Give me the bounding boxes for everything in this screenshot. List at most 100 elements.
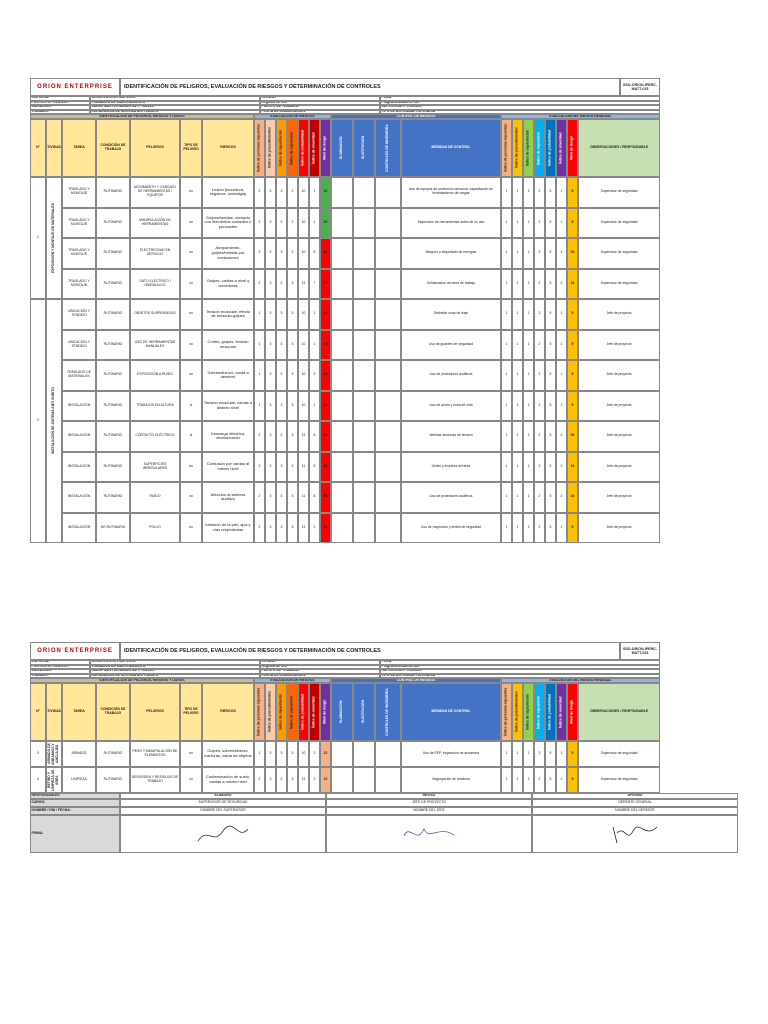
field: Programa Anual de SST (380, 100, 660, 105)
column-header: Índice de exposición (534, 119, 545, 177)
score: 10 (298, 360, 309, 391)
observations: Supervisor de seguridad (578, 177, 660, 208)
control (375, 421, 401, 452)
section-band: CONTROL DE RIESGOS (331, 114, 501, 119)
control (375, 482, 401, 513)
column-header: TIPO DE PELIGRO (180, 119, 202, 177)
cell-type: no (180, 512, 202, 543)
score: 10 (298, 390, 309, 421)
field: ORION ENTERPRISE S.A.C. (90, 660, 260, 665)
column-header: CONTROLES DE INGENIERÍA (375, 119, 401, 177)
score: 3 (265, 451, 276, 482)
score: 3 (276, 207, 287, 238)
column-header: Índice de severidad (309, 683, 320, 741)
residual-score: 10 (567, 451, 578, 482)
residual-score: 1 (556, 177, 567, 208)
control (353, 268, 375, 299)
score: 2 (254, 451, 265, 482)
residual-score: 1 (556, 207, 567, 238)
residual-score: 2 (534, 299, 545, 330)
residual-score: 1 (501, 512, 512, 543)
column-header: MEDIDAS DE CONTROL (401, 119, 501, 177)
cell-cond: RUTINARIO (96, 390, 130, 421)
field: TIPO DE ACTIVIDAD: RUTINARIA (380, 673, 660, 678)
measures: Segregación de residuos (401, 767, 501, 793)
cell-danger: CONTACTO ELÉCTRICO (130, 421, 180, 452)
field: UBICACIÓN: (30, 105, 90, 110)
control (331, 329, 353, 360)
residual-score: 2 (534, 451, 545, 482)
score: 2 (309, 767, 320, 793)
score: 2 (254, 421, 265, 452)
column-header: OBSERVACIONES / RESPONSABLE (578, 683, 660, 741)
column-header: Índice de capacitación (276, 683, 287, 741)
score: 3 (265, 207, 276, 238)
control (375, 299, 401, 330)
cell-cond: RUTINARIO (96, 207, 130, 238)
observations: Supervisor de seguridad (578, 741, 660, 767)
residual-score: 1 (501, 268, 512, 299)
section-band: EVALUACIÓN DEL RIESGO RESIDUAL (501, 114, 660, 119)
score: 11 (298, 268, 309, 299)
score: 20 (320, 360, 331, 391)
residual-score: 5 (545, 767, 556, 793)
score: 2 (287, 177, 298, 208)
residual-score: 1 (523, 268, 534, 299)
column-header: TAREA (62, 119, 96, 177)
residual-score: 1 (556, 741, 567, 767)
score: 3 (276, 421, 287, 452)
signature-cell: REVISÓ (326, 793, 532, 799)
field: INSTALACIÓN DE SISTEMA ANTI SUBITO (90, 109, 260, 114)
residual-score: 2 (534, 741, 545, 767)
residual-score: 1 (556, 329, 567, 360)
residual-score: 1 (556, 360, 567, 391)
signature-cell: JEFE DE PROYECTO (326, 799, 532, 807)
score: 8 (309, 482, 320, 513)
logo: ORION ENTERPRISE (30, 642, 120, 660)
column-header: Índice de probabilidad (545, 683, 556, 741)
score: 1 (309, 329, 320, 360)
control (353, 299, 375, 330)
cell-task: INSTALACIÓN (62, 390, 96, 421)
column-header: Índice de procedimientos (265, 683, 276, 741)
cell-risk: Sobreesfuerzo, caída a desnivel (202, 360, 254, 391)
cell-task: TRASLADO Y MONTAJE (62, 177, 96, 208)
cell-task: TRASLADO Y MONTAJE (62, 238, 96, 269)
control (353, 767, 375, 793)
score: 3 (276, 268, 287, 299)
residual-score: 1 (512, 360, 523, 391)
control (375, 360, 401, 391)
observations: Jefe de proyecto (578, 421, 660, 452)
cell-task: ARMADO (62, 741, 96, 767)
score: 3 (276, 329, 287, 360)
residual-score: 1 (501, 451, 512, 482)
column-header: RIESGOS (202, 683, 254, 741)
cell-cond: RUTINARIO (96, 299, 130, 330)
control (375, 512, 401, 543)
cell-danger: PESO Y MANIPULACIÓN DE ELEMENTOS (130, 741, 180, 767)
residual-score: 1 (556, 390, 567, 421)
observations: Supervisor de seguridad (578, 268, 660, 299)
section-band: EVALUACIÓN DEL RIESGO RESIDUAL (501, 678, 660, 683)
activity: INSTALACIÓN DE SISTEMA ANTI SUBITO (46, 299, 62, 543)
field: Registro de SST (260, 100, 380, 105)
cell-risk: Cortes, golpes, tensión muscular (202, 329, 254, 360)
cell-risk: Tensión muscular, caídas a distinto nive… (202, 390, 254, 421)
signature-cell: NOMBRE DEL JEFE (326, 807, 532, 815)
residual-score: 5 (545, 207, 556, 238)
residual-score: 2 (534, 482, 545, 513)
column-header: Índice de exposición (287, 119, 298, 177)
residual-score: 1 (512, 329, 523, 360)
column-header: Índice de procedimientos (265, 119, 276, 177)
residual-score: 1 (512, 299, 523, 330)
column-header: ACTIVIDADES (46, 119, 62, 177)
cell-danger: MANIPULACIÓN DE HERRAMIENTAS (130, 207, 180, 238)
section-band: CONTROL DE RIESGOS (331, 678, 501, 683)
score: 3 (265, 512, 276, 543)
cell-cond: NO RUTINARIO (96, 512, 130, 543)
section-band: IDENTIFICACIÓN DE PELIGROS, RIESGOS Y DA… (30, 114, 254, 119)
score: 3 (276, 299, 287, 330)
control (375, 177, 401, 208)
row-number: 2 (30, 299, 46, 543)
residual-score: 1 (523, 177, 534, 208)
